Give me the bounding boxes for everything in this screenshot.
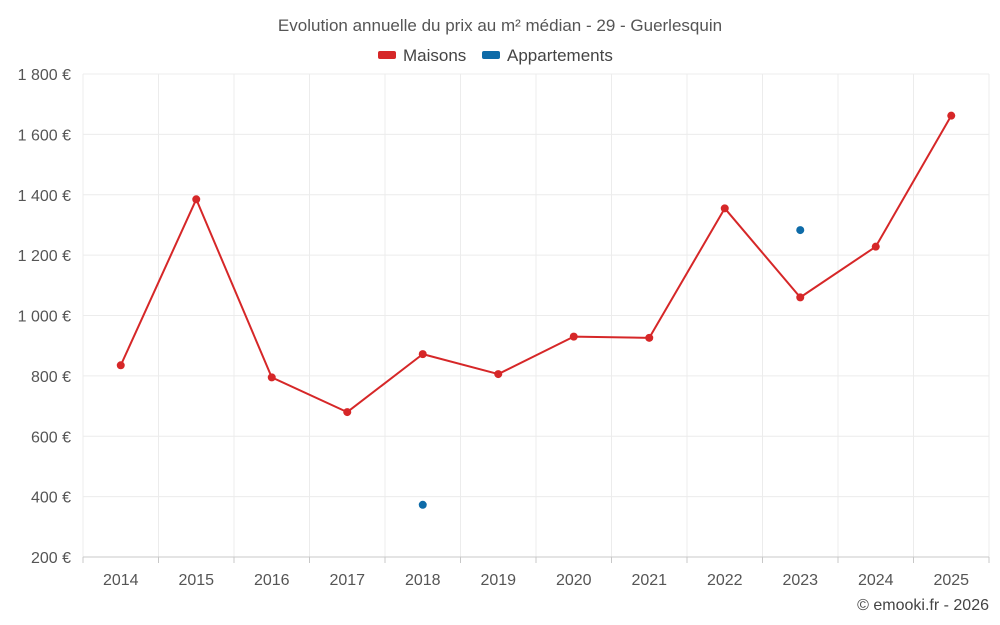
data-point-maisons-2018[interactable] (418, 350, 427, 359)
x-tick-label: 2017 (329, 572, 365, 589)
data-point-maisons-2015[interactable] (192, 195, 201, 204)
y-tick-label: 400 € (31, 490, 71, 507)
legend-label-maisons: Maisons (403, 46, 466, 65)
data-point-maisons-2024[interactable] (871, 242, 880, 251)
series-line-maisons (119, 115, 953, 414)
data-point-maisons-2023[interactable] (796, 293, 805, 302)
data-point-maisons-2014[interactable] (116, 361, 125, 370)
legend-item-appartements[interactable]: Appartements (482, 46, 613, 65)
data-point-maisons-2022[interactable] (720, 204, 729, 213)
legend-swatch-appartements (482, 51, 500, 59)
series-appartements (418, 226, 805, 509)
x-tick-label: 2024 (858, 572, 894, 589)
legend-swatch-maisons (378, 51, 396, 59)
chart-title: Evolution annuelle du prix au m² médian … (278, 16, 722, 35)
series-maisons (116, 111, 956, 417)
y-tick-label: 200 € (31, 550, 71, 567)
data-point-maisons-2017[interactable] (343, 408, 352, 417)
y-tick-label: 1 600 € (18, 127, 71, 144)
legend-label-appartements: Appartements (507, 46, 613, 65)
legend-item-maisons[interactable]: Maisons (378, 46, 466, 65)
x-tick-label: 2025 (933, 572, 969, 589)
data-point-maisons-2020[interactable] (569, 332, 578, 341)
data-point-maisons-2016[interactable] (267, 373, 276, 382)
y-tick-label: 600 € (31, 429, 71, 446)
credit-text: © emooki.fr - 2026 (857, 597, 989, 614)
series (116, 111, 956, 509)
x-tick-label: 2020 (556, 572, 592, 589)
axes: 200 € 400 € 600 € 800 € 1 000 € 1 200 € 1 400 … (18, 67, 990, 589)
y-tick-label: 1 400 € (18, 188, 71, 205)
y-tick-label: 1 200 € (18, 248, 71, 265)
x-tick-label: 2015 (178, 572, 214, 589)
x-tick-label: 2019 (480, 572, 516, 589)
data-point-appartements-2018[interactable] (418, 500, 427, 509)
x-tick-label: 2023 (782, 572, 818, 589)
x-tick-label: 2022 (707, 572, 743, 589)
legend: Maisons Appartements (378, 46, 613, 65)
data-point-appartements-2023[interactable] (796, 226, 805, 235)
x-tick-label: 2021 (631, 572, 667, 589)
data-point-maisons-2019[interactable] (494, 370, 503, 379)
grid (82, 73, 990, 557)
data-point-maisons-2021[interactable] (645, 333, 654, 342)
y-tick-label: 1 800 € (18, 67, 71, 84)
x-tick-label: 2018 (405, 572, 441, 589)
x-tick-label: 2016 (254, 572, 290, 589)
y-tick-label: 800 € (31, 369, 71, 386)
x-tick-label: 2014 (103, 572, 139, 589)
data-point-maisons-2025[interactable] (947, 111, 956, 120)
y-tick-label: 1 000 € (18, 309, 71, 326)
